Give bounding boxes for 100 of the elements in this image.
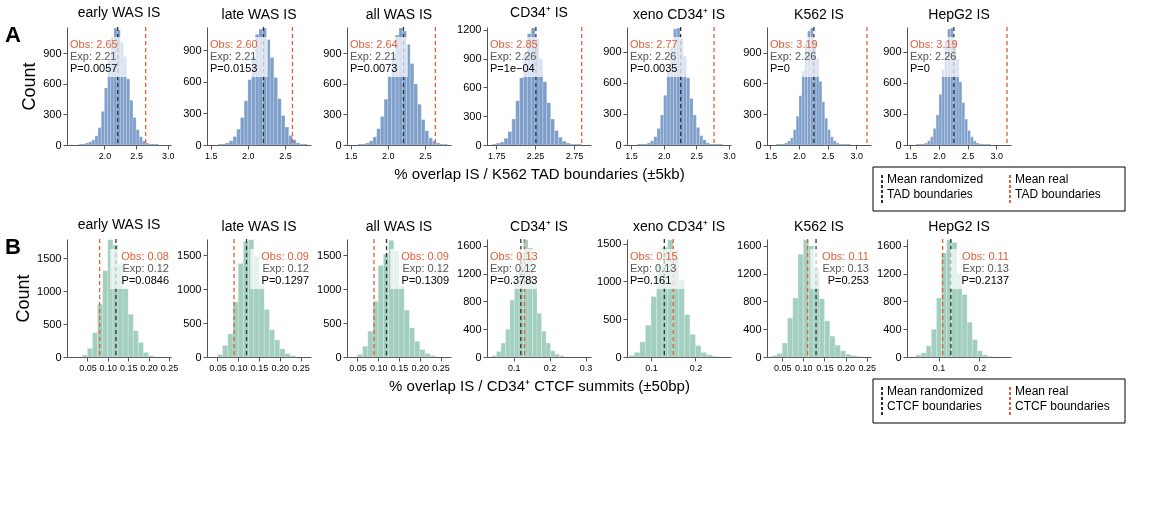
y-tick-label: 1500 (37, 251, 62, 264)
y-tick-label: 900 (43, 46, 62, 59)
x-tick-label: 3.0 (850, 150, 863, 161)
x-tick-label: 0.20 (271, 362, 290, 373)
x-tick-label: 0.25 (858, 362, 877, 373)
x-tick-label: 0.2 (973, 362, 987, 373)
x-tick-label: 3.0 (723, 150, 736, 161)
annotation: Obs: 0.11 (962, 250, 1009, 262)
y-tick-label: 0 (615, 138, 622, 151)
x-tick-label: 0.10 (369, 362, 388, 373)
x-tick-label: 2.5 (279, 150, 292, 161)
legend-label: Mean randomized TAD boundaries (887, 172, 984, 201)
y-tick-label: 600 (183, 75, 202, 88)
chart-title: K562 IS (794, 6, 844, 23)
y-tick-label: 0 (55, 350, 62, 363)
x-tick-label: 2.5 (130, 150, 143, 161)
y-tick-label: 900 (183, 43, 202, 56)
x-tick-label: 0.20 (411, 362, 430, 373)
x-tick-label: 2.5 (961, 150, 975, 161)
annotation: P=0.0153 (210, 62, 258, 74)
chart-title: late WAS IS (221, 6, 297, 23)
annotation: P=0.0057 (70, 62, 118, 74)
x-tick-label: 0.15 (390, 362, 409, 373)
y-tick-label: 400 (743, 322, 762, 335)
chart-title: all WAS IS (365, 6, 433, 23)
annotation: Obs: 0.15 (630, 250, 678, 262)
annotation: Obs: 3.19 (770, 38, 818, 50)
annotation: P=0.3783 (490, 274, 538, 286)
y-tick-label: 300 (743, 107, 762, 120)
chart-title: HepG2 IS (928, 218, 990, 235)
chart-title: all WAS IS (365, 218, 433, 235)
y-tick-label: 900 (743, 46, 762, 59)
chart-title: CD34⁺ IS (510, 218, 568, 235)
legend-label: Mean real CTCF boundaries (1015, 384, 1110, 413)
y-tick-label: 400 (463, 322, 482, 335)
y-tick-label: 1600 (457, 239, 482, 252)
x-tick-label: 0.10 (795, 362, 813, 373)
x-tick-label: 1.5 (344, 150, 358, 161)
x-tick-label: 3.0 (162, 150, 175, 161)
annotation: Obs: 0.09 (261, 250, 309, 262)
x-tick-label: 1.5 (764, 150, 778, 161)
x-tick-label: 0.05 (79, 362, 97, 373)
annotation: Obs: 2.65 (70, 38, 118, 50)
annotation: Obs: 0.09 (401, 250, 449, 262)
y-tick-label: 1600 (877, 239, 902, 252)
annotation: Obs: 2.77 (630, 38, 678, 50)
x-tick-label: 1.5 (904, 150, 918, 161)
x-tick-label: 0.10 (99, 362, 118, 373)
y-tick-label: 0 (335, 350, 342, 363)
annotation: Obs: 2.64 (350, 38, 398, 50)
x-tick-label: 2.0 (242, 150, 255, 161)
annotation: Exp: 0.12 (402, 262, 449, 274)
annotation: P=1e−04 (490, 62, 535, 74)
chart-title: early WAS IS (77, 216, 161, 232)
y-tick-label: 0 (755, 350, 762, 363)
x-tick-label: 2.5 (821, 150, 835, 161)
x-tick-label: 0.1 (932, 362, 946, 373)
x-tick-label: 0.3 (579, 362, 593, 373)
x-tick-label: 2.75 (565, 150, 584, 161)
y-tick-label: 1500 (317, 248, 342, 261)
annotation: Exp: 2.21 (70, 50, 117, 62)
y-tick-label: 0 (475, 138, 482, 151)
chart-title: early WAS IS (77, 4, 161, 20)
y-tick-label: 300 (463, 109, 482, 122)
annotation: Exp: 0.13 (630, 262, 677, 274)
x-tick-label: 0.15 (816, 362, 834, 373)
x-tick-label: 0.25 (432, 362, 450, 373)
y-tick-label: 500 (603, 312, 622, 325)
annotation: P=0.161 (630, 274, 672, 286)
annotation: Obs: 0.08 (121, 250, 169, 262)
x-tick-label: 0.05 (773, 362, 792, 373)
y-tick-label: 300 (43, 107, 62, 120)
y-axis-title: Count (19, 62, 40, 111)
x-tick-label: 2.5 (690, 150, 704, 161)
y-tick-label: 300 (183, 106, 202, 119)
legend-label: Mean randomized CTCF boundaries (887, 384, 984, 413)
x-tick-label: 0.20 (837, 362, 855, 373)
y-tick-label: 800 (463, 294, 482, 307)
annotation: P=0.2137 (961, 274, 1009, 286)
x-tick-label: 1.5 (625, 150, 638, 161)
y-tick-label: 600 (43, 77, 62, 90)
y-tick-label: 0 (195, 138, 202, 151)
y-tick-label: 800 (883, 294, 902, 307)
y-tick-label: 0 (895, 138, 902, 151)
y-tick-label: 1500 (177, 248, 202, 261)
y-tick-label: 0 (335, 138, 342, 151)
y-tick-label: 900 (323, 46, 342, 59)
annotation: P=0.1297 (261, 274, 309, 286)
y-tick-label: 0 (55, 138, 62, 151)
annotation: P=0 (910, 62, 930, 74)
y-tick-label: 400 (883, 322, 902, 335)
chart-title: xeno CD34⁺ IS (632, 6, 726, 23)
y-axis-title: Count (13, 274, 34, 323)
y-tick-label: 300 (603, 107, 622, 120)
x-axis-title: % overlap IS / CD34⁺ CTCF summits (±50bp) (389, 376, 690, 394)
y-tick-label: 900 (883, 45, 902, 58)
y-tick-label: 800 (743, 294, 762, 307)
x-tick-label: 0.25 (292, 362, 310, 373)
y-tick-label: 1000 (177, 282, 202, 295)
x-tick-label: 0.05 (349, 362, 367, 373)
